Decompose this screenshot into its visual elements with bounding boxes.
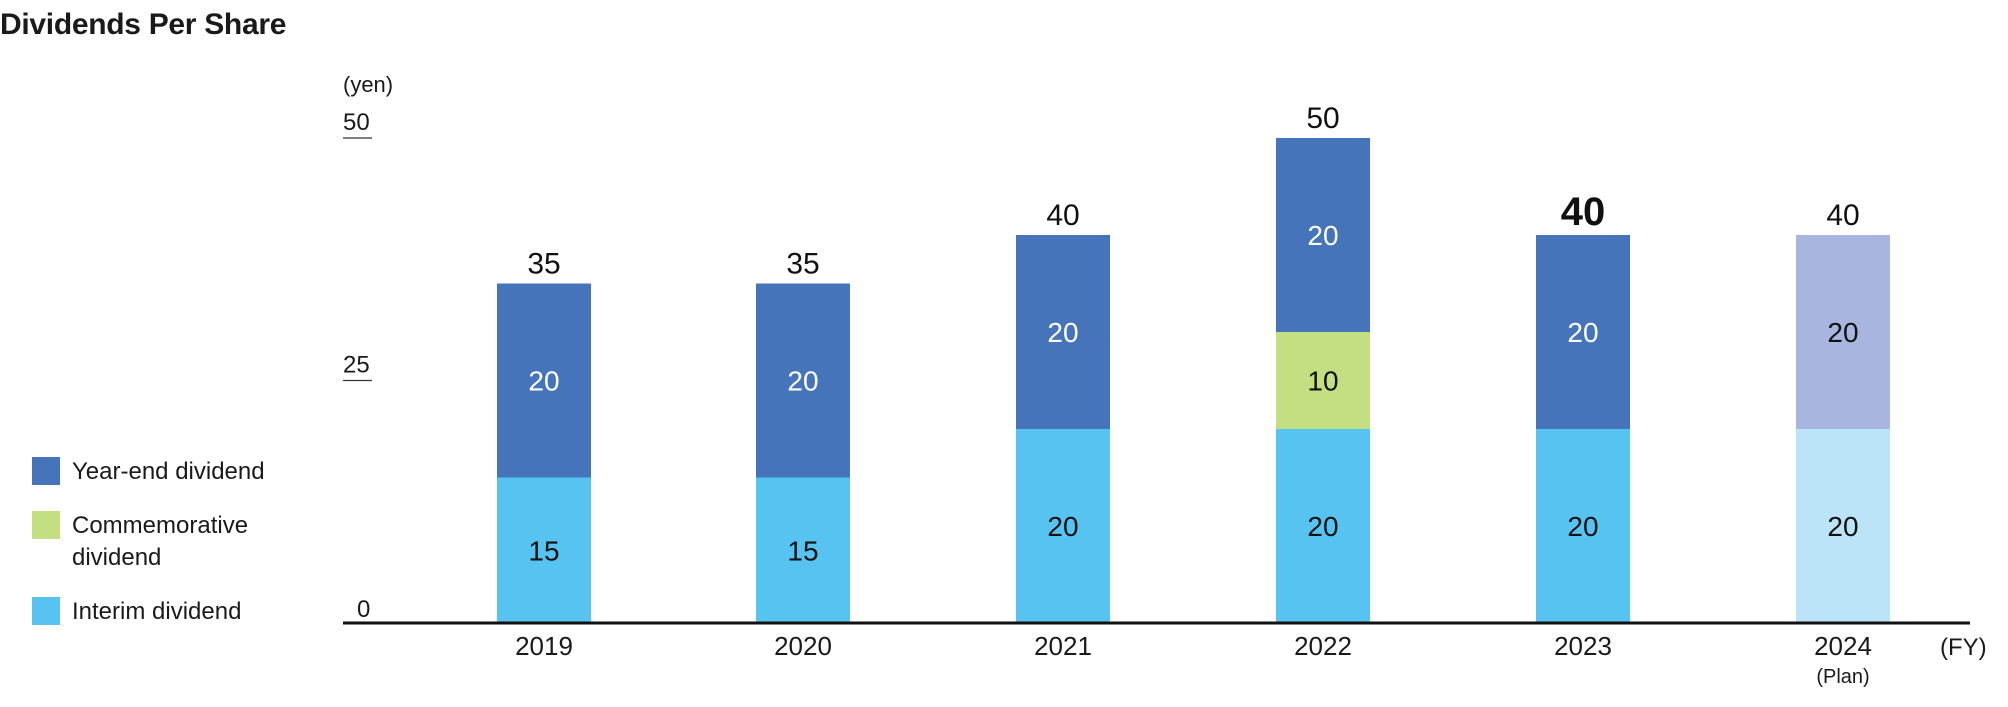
bar-segment-year-end-dividend2024 — [1796, 235, 1890, 429]
bar-segment-year-end-dividend2019 — [497, 283, 591, 478]
bar-segment-year-end-dividend2023 — [1536, 235, 1630, 429]
segment-value-label: 15 — [787, 535, 818, 566]
x-tick-label: 2024 — [1814, 631, 1872, 661]
y-tick-label: 50 — [343, 109, 370, 136]
bar-total-label: 40 — [1826, 199, 1859, 232]
legend-item-year-end: Year-end dividend — [32, 456, 272, 488]
legend-item-commemorative: Commemorative dividend — [32, 510, 272, 574]
legend: Year-end dividend Commemorative dividend… — [32, 456, 272, 650]
bar-segment-year-end-dividend2022 — [1276, 138, 1370, 332]
x-tick-label: 2022 — [1294, 631, 1352, 661]
y-tick-label: 0 — [357, 596, 370, 623]
bar-segment-commemorative-dividend2022 — [1276, 332, 1370, 429]
legend-label-commemorative: Commemorative dividend — [72, 512, 249, 571]
segment-value-label: 20 — [1307, 511, 1338, 542]
legend-item-interim: Interim dividend — [32, 596, 272, 628]
segment-value-label: 20 — [1047, 511, 1078, 542]
x-tick-label: 2023 — [1554, 631, 1612, 661]
segment-value-label: 20 — [528, 366, 559, 397]
segment-value-label: 20 — [1827, 317, 1858, 348]
segment-value-label: 10 — [1307, 366, 1338, 397]
bar-segment-interim-dividend2021 — [1016, 429, 1110, 623]
segment-value-label: 20 — [1827, 511, 1858, 542]
segment-value-label: 20 — [787, 366, 818, 397]
y-axis-label: (yen) — [343, 72, 393, 97]
segment-value-label: 20 — [1047, 317, 1078, 348]
legend-swatch-interim — [32, 597, 60, 625]
x-tick-label: 2019 — [515, 631, 573, 661]
bar-total-label: 35 — [527, 248, 560, 281]
bar-total-label: 40 — [1561, 190, 1606, 234]
segment-value-label: 20 — [1567, 511, 1598, 542]
segment-value-label: 20 — [1567, 317, 1598, 348]
y-tick-label: 25 — [343, 352, 370, 379]
bar-total-label: 35 — [786, 248, 819, 281]
x-tick-label: 2020 — [774, 631, 832, 661]
bar-segment-year-end-dividend2021 — [1016, 235, 1110, 429]
x-axis-label: (FY) — [1940, 634, 1987, 661]
bar-segment-interim-dividend2020 — [756, 477, 850, 623]
bar-segment-interim-dividend2023 — [1536, 429, 1630, 623]
segment-value-label: 15 — [528, 535, 559, 566]
bar-total-label: 50 — [1306, 102, 1339, 135]
bar-segment-interim-dividend2019 — [497, 477, 591, 623]
bar-segment-interim-dividend2024 — [1796, 429, 1890, 623]
legend-label-year-end: Year-end dividend — [72, 458, 265, 485]
bar-segment-year-end-dividend2020 — [756, 283, 850, 478]
chart-title: Dividends Per Share — [0, 8, 287, 41]
bar-segment-interim-dividend2022 — [1276, 429, 1370, 623]
bar-total-label: 40 — [1046, 199, 1079, 232]
segment-value-label: 20 — [1307, 220, 1338, 251]
legend-swatch-year-end — [32, 457, 60, 485]
legend-label-interim: Interim dividend — [72, 598, 242, 625]
x-tick-sublabel: (Plan) — [1816, 666, 1869, 688]
legend-swatch-commemorative — [32, 511, 60, 539]
x-tick-label: 2021 — [1034, 631, 1092, 661]
